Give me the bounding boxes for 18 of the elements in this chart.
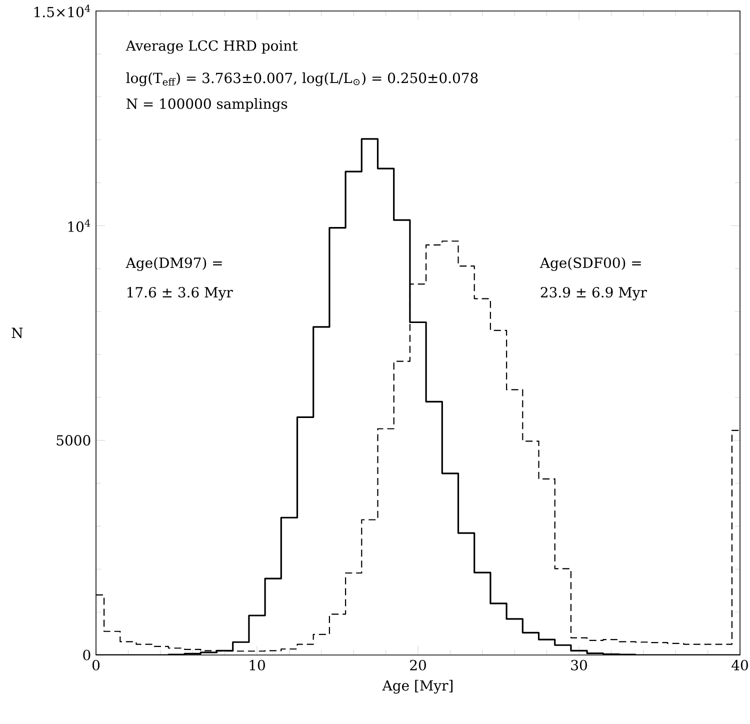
y-tick-label: 5000 [56, 435, 90, 446]
x-tick-label: 20 [410, 660, 426, 670]
x-axis-title: Age [Myr] [382, 680, 452, 694]
annotation: Age(SDF00) = [540, 257, 641, 271]
annotation: Average LCC HRD point [126, 40, 298, 54]
x-tick-label: 0 [92, 660, 100, 670]
annotation: Age(DM97) = [126, 257, 222, 271]
annotation: 23.9 ± 6.9 Myr [540, 286, 647, 300]
x-tick-label: 30 [571, 660, 587, 670]
annotation: log(T$_{eff}$) = 3.763±0.007, log(L/L$_{⊙}$) = 0.250±0.078 [126, 72, 478, 86]
x-tick-label: 40 [732, 660, 748, 670]
y-tick-label: 0 [83, 650, 90, 660]
y-tick-label: 1.5×10$^{4}$ [34, 4, 90, 18]
annotation: 17.6 ± 3.6 Myr [128, 286, 233, 300]
y-tick-label: 10$^{4}$ [68, 219, 90, 232]
x-tick-label: 10 [250, 660, 265, 670]
y-axis-title: N [12, 328, 23, 338]
annotation: N = 100000 samplings [126, 98, 288, 112]
